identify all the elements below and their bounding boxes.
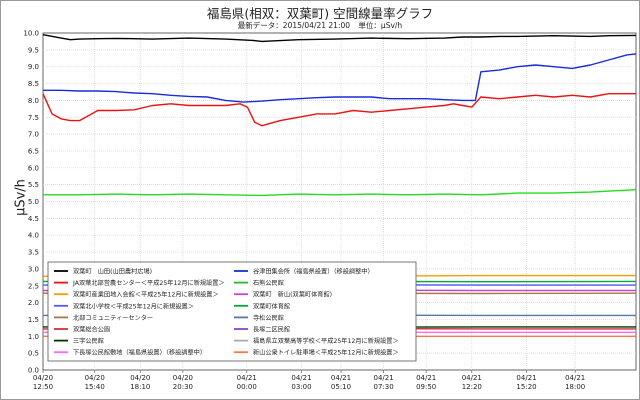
y-tick-label: 10.0	[23, 30, 39, 38]
legend-box	[47, 261, 417, 362]
x-tick-time: 20:30	[173, 383, 193, 391]
legend: 双葉町 山田(山田農村広場) 谷津田集会所（福島県設置）（移設調整中） JA双葉北部…	[47, 261, 417, 362]
legend-label: 石熊公民館	[253, 279, 284, 287]
y-tick-label: 1.5	[28, 316, 39, 324]
unit-label: 単位：μSv/h	[358, 21, 403, 30]
x-tick-time: 09:50	[416, 383, 436, 391]
y-tick-label: 8.0	[28, 97, 39, 105]
x-tick-date: 04/21	[237, 374, 257, 382]
y-tick-label: 5.0	[28, 198, 39, 206]
x-tick-date: 04/21	[291, 374, 311, 382]
chart-title: 福島県(相双：双葉町) 空間線量率グラフ	[206, 6, 434, 21]
y-tick-label: 4.0	[28, 232, 39, 240]
y-tick-label: 0.5	[28, 350, 39, 358]
x-tick-time: 12:20	[462, 383, 482, 391]
x-tick-time: 12:50	[33, 383, 53, 391]
y-tick-label: 7.0	[28, 131, 39, 139]
x-tick-date: 04/21	[462, 374, 482, 382]
x-tick-time: 15:20	[516, 383, 536, 391]
x-tick-time: 07:30	[374, 383, 394, 391]
x-tick-date: 04/21	[516, 374, 536, 382]
x-tick-date: 04/20	[130, 374, 150, 382]
legend-label: 双葉町体育館	[253, 302, 290, 310]
legend-label: 北部コミュニティーセンター	[73, 314, 153, 322]
legend-label: JA双葉北部営農センター＜平成25年12月に新規設置＞	[72, 279, 225, 287]
legend-label: 谷津田集会所（福島県設置）（移設調整中）	[253, 268, 374, 276]
legend-label: 長塚二区民館	[253, 326, 290, 334]
x-tick-date: 04/20	[85, 374, 105, 382]
x-tick-time: 18:00	[565, 383, 585, 391]
chart-subtitle: 最新データ：2015/04/21 21:00 単位：μSv/h	[0, 20, 640, 31]
x-tick-time: 05:10	[331, 383, 351, 391]
y-tick-label: 9.5	[28, 46, 39, 54]
legend-label: 三字公民館	[73, 337, 104, 345]
legend-label: 新山公衆トイレ駐車場＜平成25年12月に新規設置＞	[253, 349, 399, 357]
y-tick-label: 5.5	[28, 181, 39, 189]
series-line	[42, 34, 637, 43]
y-tick-label: 6.0	[28, 164, 39, 172]
x-tick-time: 18:10	[130, 383, 150, 391]
y-tick-label: 2.0	[28, 299, 39, 307]
y-tick-label: 7.5	[28, 114, 39, 122]
series-line	[43, 53, 637, 103]
legend-label: 双葉町 山田(山田農村広場)	[73, 268, 152, 276]
legend-label: 双葉北小学校＜平成25年12月に新規設置＞	[73, 302, 194, 310]
y-tick-label: 0.0	[28, 367, 39, 375]
x-tick-time: 03:00	[291, 383, 311, 391]
y-tick-label: 3.5	[28, 249, 39, 257]
x-tick-date: 04/21	[374, 374, 394, 382]
latest-data-label: 最新データ：2015/04/21 21:00	[237, 21, 351, 30]
x-tick-time: 15:40	[85, 383, 105, 391]
x-tick-date: 04/20	[173, 374, 193, 382]
y-tick-label: 8.5	[28, 80, 39, 88]
x-tick-date: 04/20	[33, 374, 53, 382]
y-tick-label: 4.5	[28, 215, 39, 223]
series-line	[42, 92, 636, 127]
y-tick-label: 2.5	[28, 282, 39, 290]
legend-label: 双葉総合公園	[73, 326, 110, 334]
y-tick-label: 6.5	[28, 147, 39, 155]
legend-label: 寺松公民館	[253, 314, 284, 322]
x-tick-date: 04/21	[565, 374, 585, 382]
legend-label: 下長塚公民館敷地（福島県設置）（移設調整中）	[73, 349, 206, 357]
series-line	[43, 189, 637, 197]
legend-label: 双葉町産業団地入会館＜平成25年12月に新規設置＞	[73, 291, 219, 299]
y-tick-label: 9.0	[28, 63, 39, 71]
x-tick-time: 00:00	[237, 383, 257, 391]
x-tick-date: 04/21	[416, 374, 436, 382]
x-tick-date: 04/21	[331, 374, 351, 382]
y-tick-label: 3.0	[28, 265, 39, 273]
legend-label: 福島県立双葉高等学校＜平成25年12月に新規設置＞	[253, 337, 399, 345]
legend-label: 双葉町 新山(双葉町体育館)	[253, 291, 332, 299]
y-tick-label: 1.0	[28, 333, 39, 341]
